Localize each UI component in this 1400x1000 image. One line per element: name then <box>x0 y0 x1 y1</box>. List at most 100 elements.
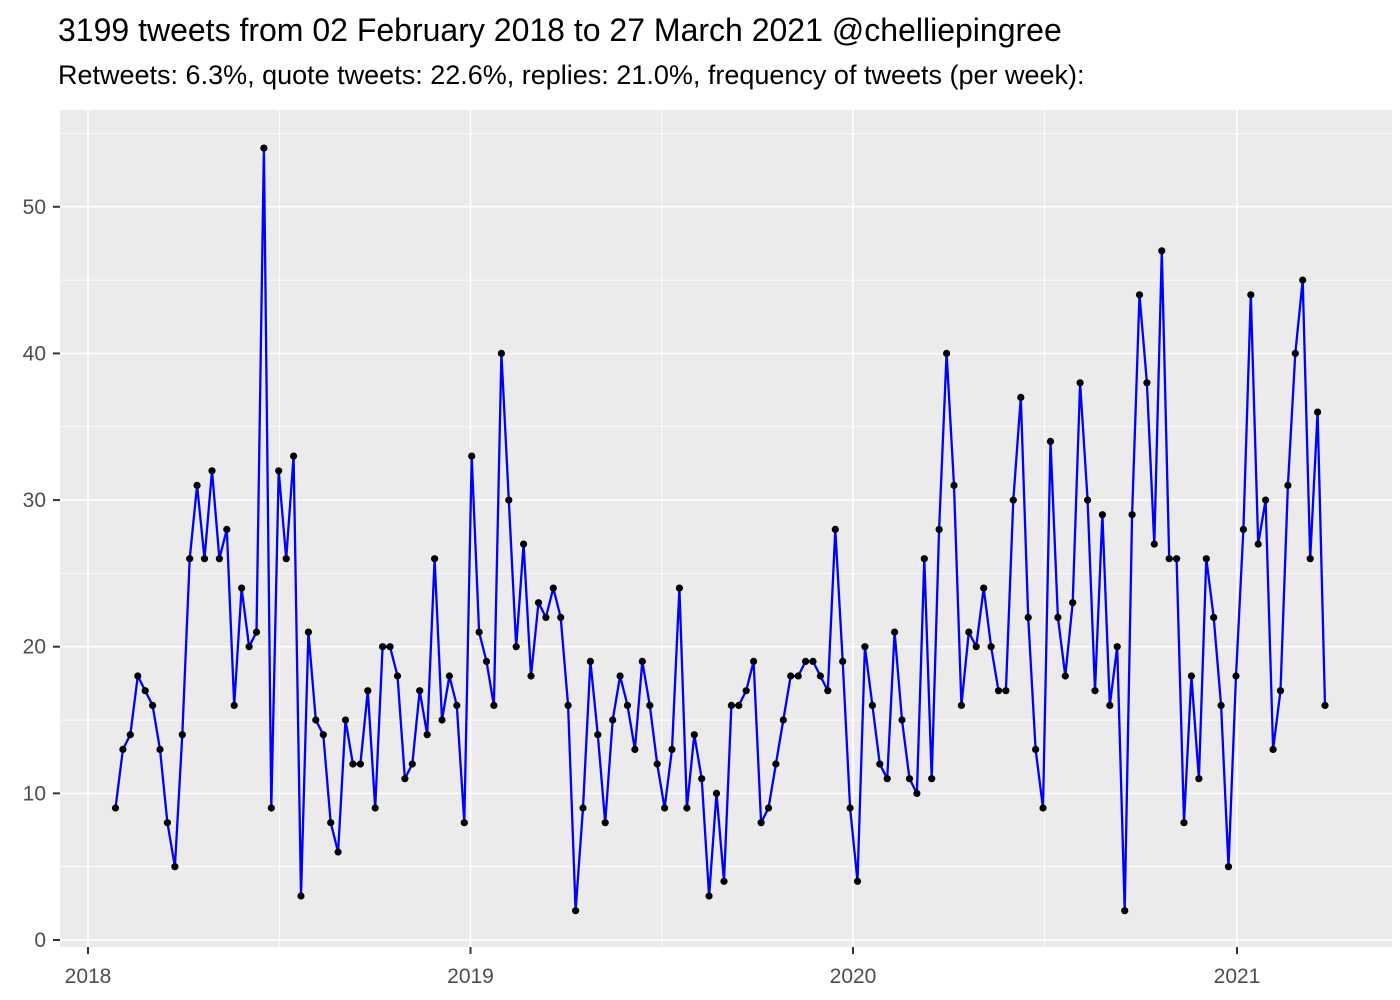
data-point <box>1039 804 1047 812</box>
data-point <box>290 452 298 460</box>
data-point <box>987 643 995 651</box>
data-point <box>905 775 914 783</box>
data-point <box>831 525 839 534</box>
data-point <box>876 760 884 768</box>
data-point <box>482 657 491 666</box>
data-point <box>1173 555 1181 563</box>
data-point <box>527 672 535 680</box>
data-point <box>490 701 498 710</box>
data-point <box>742 687 750 695</box>
data-point <box>1165 555 1173 563</box>
data-point <box>1106 701 1114 710</box>
data-point <box>631 745 639 754</box>
data-point <box>505 496 513 504</box>
data-point <box>1239 525 1247 534</box>
data-point <box>238 584 246 592</box>
data-point <box>1098 511 1106 519</box>
data-point <box>1143 379 1151 387</box>
data-point <box>1061 672 1069 680</box>
data-point <box>846 804 854 812</box>
data-point <box>171 863 179 871</box>
data-point <box>230 701 238 710</box>
data-point <box>386 643 394 651</box>
data-point <box>1254 540 1262 548</box>
data-point <box>327 819 335 827</box>
data-point <box>557 613 565 622</box>
data-point <box>408 760 416 768</box>
data-point <box>1054 613 1062 622</box>
data-point <box>1269 745 1277 754</box>
data-point <box>423 731 431 739</box>
data-point <box>208 467 216 475</box>
data-point <box>334 848 342 856</box>
data-point <box>816 672 825 680</box>
data-point <box>1291 349 1299 357</box>
data-point <box>223 525 231 534</box>
data-point <box>839 657 847 666</box>
data-point <box>965 628 973 636</box>
data-point <box>1306 555 1314 563</box>
data-point <box>638 657 646 666</box>
y-axis-label: 40 <box>23 342 46 365</box>
data-point <box>764 804 773 812</box>
data-point <box>928 775 936 783</box>
data-point <box>705 892 713 900</box>
data-point <box>1210 613 1218 622</box>
data-point <box>802 657 810 666</box>
data-point <box>668 745 676 754</box>
y-axis-label: 30 <box>23 489 46 512</box>
data-point <box>1232 672 1240 680</box>
data-point <box>1202 555 1210 563</box>
data-point <box>193 481 201 489</box>
data-point <box>1158 247 1166 255</box>
data-point <box>1195 775 1203 783</box>
data-point <box>341 716 350 724</box>
chart-title: 3199 tweets from 02 February 2018 to 27 … <box>58 12 1062 48</box>
data-point <box>594 731 602 739</box>
data-point <box>438 716 446 724</box>
data-point <box>787 672 795 680</box>
data-point <box>623 701 632 710</box>
data-point <box>1032 745 1040 754</box>
data-point <box>126 731 134 739</box>
x-axis-label: 2018 <box>65 965 112 988</box>
data-point <box>1084 496 1092 504</box>
data-point <box>319 731 327 739</box>
data-point <box>616 672 624 680</box>
data-point <box>156 745 164 754</box>
y-axis-label: 10 <box>23 782 46 805</box>
data-point <box>1135 291 1144 299</box>
data-point <box>1002 687 1010 695</box>
data-point <box>712 789 721 798</box>
data-point <box>757 819 765 827</box>
data-point <box>913 789 921 798</box>
data-point <box>349 760 357 768</box>
data-point <box>779 716 787 724</box>
data-point <box>609 716 617 724</box>
data-point <box>1128 511 1136 519</box>
x-axis-label: 2021 <box>1214 965 1261 988</box>
data-point <box>134 672 142 680</box>
data-point <box>1276 687 1285 695</box>
data-point <box>1046 437 1055 445</box>
data-point <box>957 701 966 710</box>
data-point <box>750 657 758 666</box>
data-point <box>950 481 958 489</box>
data-point <box>1321 701 1329 710</box>
data-point <box>215 555 223 563</box>
data-point <box>1247 291 1255 299</box>
data-point <box>1121 907 1129 915</box>
data-point <box>698 775 706 783</box>
data-point <box>453 701 461 710</box>
data-point <box>1314 408 1322 416</box>
data-point <box>445 672 453 680</box>
data-point <box>1224 863 1233 871</box>
data-point <box>401 775 409 783</box>
data-point <box>898 716 906 724</box>
data-point <box>853 877 862 885</box>
data-point <box>297 892 305 900</box>
data-point <box>1217 701 1225 710</box>
data-point <box>883 775 891 783</box>
data-point <box>1091 687 1099 695</box>
